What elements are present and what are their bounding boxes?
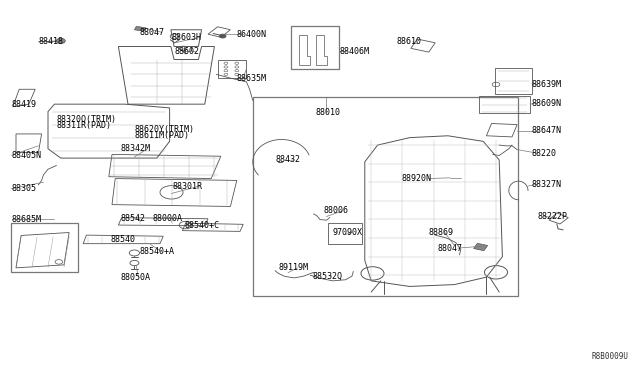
Text: 88647N: 88647N: [531, 126, 561, 135]
Text: 88220: 88220: [531, 149, 556, 158]
Text: 88610: 88610: [397, 37, 422, 46]
Text: 88047: 88047: [437, 244, 462, 253]
Bar: [479, 96, 530, 113]
Text: 89119M: 89119M: [278, 263, 308, 272]
Text: 88639M: 88639M: [531, 80, 561, 89]
Text: 88327N: 88327N: [531, 180, 561, 189]
Text: 97090X: 97090X: [333, 228, 363, 237]
Text: 88532Q: 88532Q: [312, 272, 342, 280]
Text: 88611M(PAD): 88611M(PAD): [134, 131, 189, 140]
Text: 88620Y(TRIM): 88620Y(TRIM): [134, 125, 195, 134]
Text: 88050A: 88050A: [120, 273, 150, 282]
Text: 88000A: 88000A: [152, 214, 182, 223]
Text: 88418: 88418: [38, 37, 63, 46]
Bar: [253, 97, 518, 296]
Text: 88006: 88006: [323, 206, 348, 215]
Text: 88222P: 88222P: [538, 212, 568, 221]
Text: 88609N: 88609N: [531, 99, 561, 108]
Text: 88685M: 88685M: [12, 215, 42, 224]
Bar: [328, 223, 362, 244]
Circle shape: [220, 34, 226, 38]
Text: 88406M: 88406M: [339, 47, 369, 56]
Text: 88405N: 88405N: [12, 151, 42, 160]
Text: 88542: 88542: [120, 214, 145, 223]
Text: 88920N: 88920N: [402, 174, 432, 183]
Bar: [291, 26, 339, 69]
Text: 88305: 88305: [12, 184, 36, 193]
Bar: [495, 68, 532, 94]
Text: 88342M: 88342M: [120, 144, 150, 153]
Text: 88010: 88010: [316, 108, 340, 117]
Text: 88419: 88419: [12, 100, 36, 109]
Text: 88432: 88432: [275, 155, 300, 164]
Polygon shape: [474, 243, 488, 251]
Text: 86400N: 86400N: [237, 30, 267, 39]
Bar: [11, 223, 78, 272]
Text: 88603H: 88603H: [172, 33, 202, 42]
Text: R8B0009U: R8B0009U: [591, 352, 628, 361]
Text: 88320Q(TRIM): 88320Q(TRIM): [56, 115, 116, 124]
Text: 88602: 88602: [174, 47, 199, 56]
Text: 88047: 88047: [140, 28, 164, 37]
Text: 88311R(PAD): 88311R(PAD): [56, 121, 111, 130]
Text: 88869: 88869: [429, 228, 454, 237]
Text: 88301R: 88301R: [173, 182, 203, 190]
Text: 88540+A: 88540+A: [140, 247, 175, 256]
Text: 88540: 88540: [111, 235, 136, 244]
Polygon shape: [134, 26, 146, 31]
Circle shape: [56, 38, 65, 44]
Text: 88635M: 88635M: [237, 74, 267, 83]
Text: 88540+C: 88540+C: [184, 221, 220, 230]
